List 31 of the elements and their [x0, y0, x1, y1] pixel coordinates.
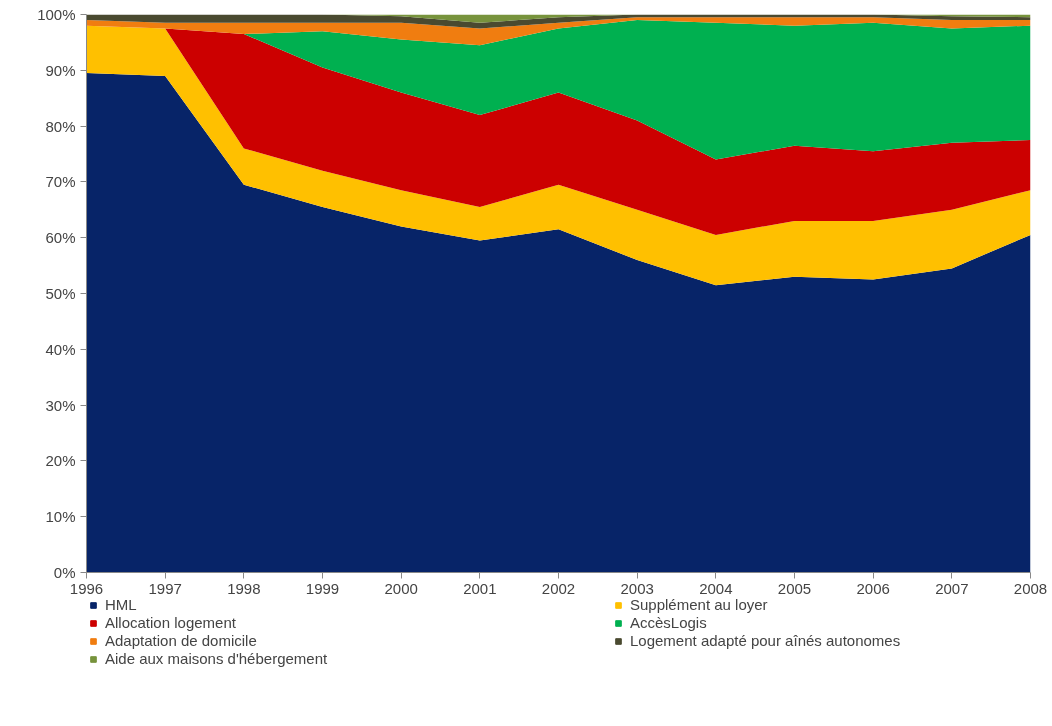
y-tick-label: 70% — [45, 173, 76, 191]
x-tick-label: 2000 — [384, 579, 418, 597]
legend-label: AccèsLogis — [630, 614, 708, 631]
x-tick-label: 1997 — [148, 579, 182, 597]
x-tick-label: 1998 — [227, 579, 261, 597]
legend-label: Adaptation de domicile — [105, 632, 258, 649]
y-tick-label: 20% — [45, 452, 76, 470]
x-tick-label: 2005 — [777, 579, 812, 597]
legend-label: Allocation logement — [105, 614, 237, 631]
y-tick-label: 60% — [45, 229, 76, 247]
y-tick-label: 100% — [37, 6, 76, 23]
y-tick-label: 80% — [45, 117, 76, 135]
y-tick-label: 0% — [53, 564, 76, 581]
x-tick-label: 1999 — [305, 579, 340, 597]
x-tick-label: 2008 — [1013, 579, 1048, 597]
legend-label: Aide aux maisons d'hébergement — [105, 650, 329, 667]
legend-label: Supplément au loyer — [630, 596, 769, 613]
x-tick-label: 2004 — [699, 579, 733, 597]
legend-label: Logement adapté pour aînés autonomes — [630, 632, 902, 649]
y-tick-label: 90% — [45, 61, 76, 79]
legend-label: HML — [105, 596, 138, 613]
y-tick-label: 40% — [45, 340, 76, 358]
x-tick-label: 2001 — [463, 579, 497, 597]
x-tick-label: 2007 — [935, 579, 969, 597]
y-tick-label: 30% — [45, 396, 76, 414]
x-tick-label: 2002 — [541, 579, 576, 597]
y-tick-label: 50% — [45, 285, 76, 302]
x-tick-label: 2006 — [856, 579, 890, 597]
x-tick-label: 2003 — [620, 579, 654, 597]
x-tick-label: 1996 — [69, 579, 104, 597]
y-tick-label: 10% — [45, 508, 76, 526]
